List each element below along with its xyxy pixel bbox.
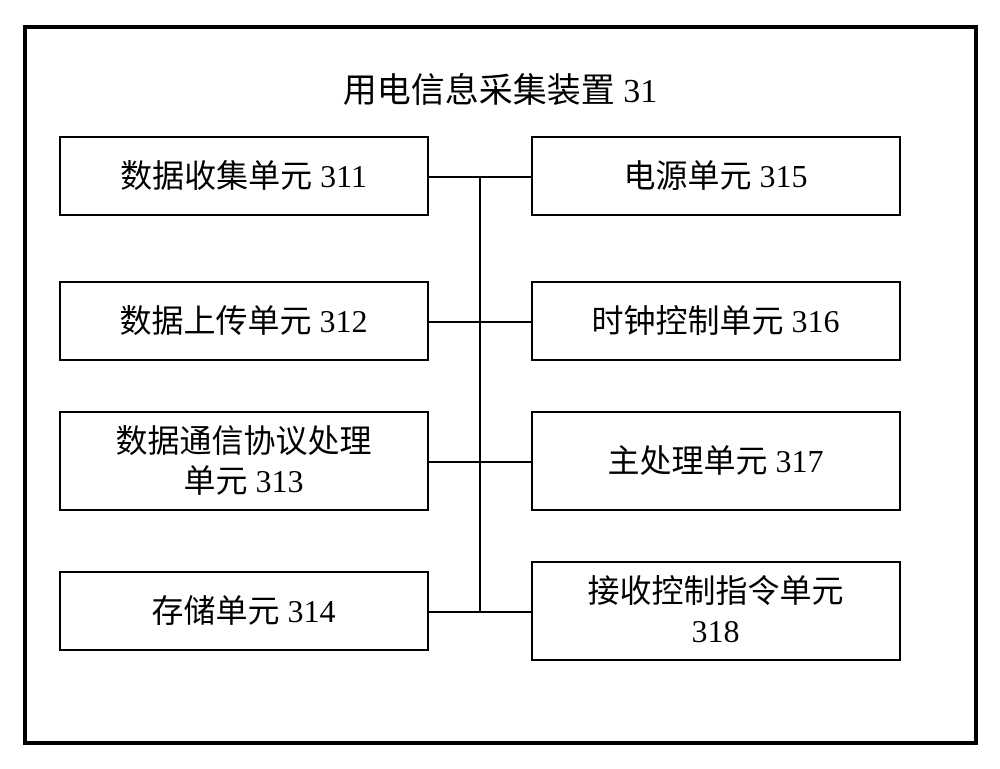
diagram-title: 用电信息采集装置 31 xyxy=(27,63,974,112)
bus-stub-left-3 xyxy=(429,611,479,613)
bus-stub-right-3 xyxy=(479,611,531,613)
block-315: 电源单元 315 xyxy=(531,136,901,216)
bus-stub-right-1 xyxy=(479,321,531,323)
bus-stub-left-2 xyxy=(429,461,479,463)
block-313: 数据通信协议处理 单元 313 xyxy=(59,411,429,511)
bus-stub-right-0 xyxy=(479,176,531,178)
bus-vertical xyxy=(479,176,481,611)
diagram-outer-frame: 用电信息采集装置 31 数据收集单元 311 数据上传单元 312 数据通信协议… xyxy=(23,25,978,745)
block-314: 存储单元 314 xyxy=(59,571,429,651)
bus-stub-left-1 xyxy=(429,321,479,323)
block-318: 接收控制指令单元 318 xyxy=(531,561,901,661)
bus-stub-right-2 xyxy=(479,461,531,463)
block-312: 数据上传单元 312 xyxy=(59,281,429,361)
block-317: 主处理单元 317 xyxy=(531,411,901,511)
block-316: 时钟控制单元 316 xyxy=(531,281,901,361)
block-311: 数据收集单元 311 xyxy=(59,136,429,216)
bus-stub-left-0 xyxy=(429,176,479,178)
